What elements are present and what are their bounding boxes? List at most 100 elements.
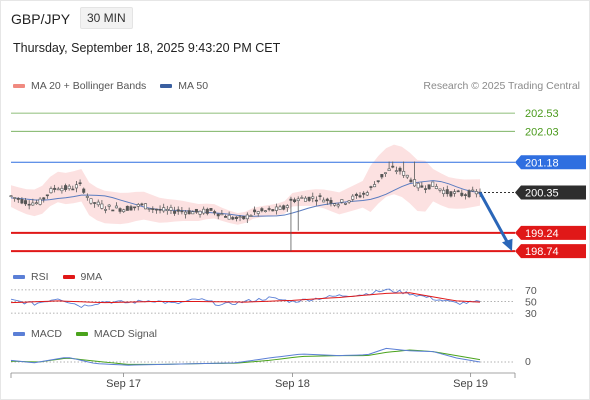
candle-body bbox=[307, 196, 311, 201]
candle-body bbox=[45, 194, 49, 197]
x-tick-label: Sep 18 bbox=[275, 378, 310, 390]
candle-body bbox=[369, 186, 373, 188]
candle-body bbox=[31, 202, 35, 206]
candle-body bbox=[234, 216, 238, 219]
candle-body bbox=[107, 204, 111, 207]
candle-body bbox=[165, 209, 169, 211]
price-legend: MA 20 + Bollinger Bands MA 50 bbox=[13, 80, 222, 92]
forecast-arrow bbox=[478, 191, 510, 245]
candle-body bbox=[205, 208, 209, 214]
level-label: 202.03 bbox=[525, 126, 559, 138]
candle-body bbox=[56, 188, 60, 191]
rsi-ma-line bbox=[10, 292, 481, 304]
candle-body bbox=[176, 209, 180, 212]
candle-body bbox=[34, 202, 38, 205]
candle-body bbox=[431, 181, 435, 187]
level-tag-bg bbox=[515, 185, 586, 200]
candle-body bbox=[314, 199, 318, 202]
candle-body bbox=[383, 172, 387, 174]
candle-body bbox=[89, 198, 93, 204]
macd-line bbox=[10, 347, 481, 366]
candle-body bbox=[285, 205, 289, 208]
candle-body bbox=[114, 205, 118, 209]
candle-body bbox=[194, 208, 198, 213]
candle-body bbox=[227, 214, 231, 220]
candle-body bbox=[427, 184, 431, 190]
candle-body bbox=[453, 191, 457, 194]
level-label: 198.74 bbox=[525, 246, 559, 258]
candle-body bbox=[147, 208, 151, 210]
candle-body bbox=[49, 188, 53, 194]
rsi-ma-legend-label: 9MA bbox=[80, 271, 103, 283]
candle-body bbox=[245, 214, 249, 220]
candle-body bbox=[162, 207, 166, 212]
candle-body bbox=[463, 194, 467, 196]
level-label: 199.24 bbox=[525, 228, 559, 240]
candle-body bbox=[60, 188, 64, 192]
credit-text: Research © 2025 Trading Central bbox=[423, 80, 580, 92]
ma50-legend-label: MA 50 bbox=[178, 80, 209, 92]
candle-body bbox=[434, 186, 438, 189]
candle-body bbox=[336, 204, 340, 207]
level-tag-199-24: 199.24 bbox=[515, 225, 586, 240]
macd-signal-swatch bbox=[75, 332, 88, 336]
candle-body bbox=[354, 193, 358, 196]
candle-body bbox=[180, 210, 184, 213]
level-label: 200.35 bbox=[525, 187, 559, 199]
candle-body bbox=[154, 208, 158, 211]
candle-body bbox=[445, 189, 449, 195]
candle-body bbox=[151, 208, 155, 210]
candle-body bbox=[184, 211, 188, 215]
macd-signal-legend-label: MACD Signal bbox=[93, 328, 157, 340]
candle-body bbox=[173, 210, 177, 214]
candle-body bbox=[118, 208, 122, 212]
candle-body bbox=[256, 211, 260, 214]
candle-body bbox=[467, 190, 471, 198]
candle-body bbox=[405, 174, 409, 178]
timeframe-button[interactable]: 30 MIN bbox=[80, 7, 133, 29]
candle-body bbox=[271, 209, 275, 212]
candle-body bbox=[376, 180, 380, 182]
macd-legend: MACD MACD Signal bbox=[13, 328, 171, 340]
candle-body bbox=[27, 203, 31, 206]
macd-signal-line bbox=[10, 349, 481, 365]
candle-body bbox=[158, 209, 162, 211]
rsi-line bbox=[10, 288, 481, 309]
candle-body bbox=[202, 208, 206, 214]
candle-body bbox=[16, 198, 20, 200]
candle-body bbox=[71, 188, 75, 191]
rsi-level-label: 30 bbox=[525, 308, 537, 320]
candle-body bbox=[358, 195, 362, 198]
level-tag-201-18: 201.18 bbox=[515, 155, 586, 170]
macd-legend-label: MACD bbox=[31, 328, 62, 340]
candle-body bbox=[231, 217, 235, 220]
candle-body bbox=[423, 188, 427, 190]
rsi-ma-swatch bbox=[62, 275, 75, 279]
candle-body bbox=[220, 213, 224, 216]
candle-body bbox=[9, 195, 13, 198]
candle-body bbox=[289, 198, 293, 201]
rsi-legend: RSI 9MA bbox=[13, 271, 116, 283]
ma50-swatch bbox=[160, 84, 173, 88]
candle-body bbox=[460, 192, 464, 196]
level-label: 202.53 bbox=[525, 108, 559, 120]
level-tag-200-35: 200.35 bbox=[515, 185, 586, 200]
candle-body bbox=[111, 209, 115, 212]
candle-body bbox=[474, 191, 478, 195]
macd-zero-label: 0 bbox=[525, 356, 531, 368]
candle-body bbox=[340, 199, 344, 203]
level-tag-bg bbox=[515, 244, 586, 259]
candle-body bbox=[209, 208, 213, 211]
forecast-arrowhead bbox=[502, 238, 513, 252]
macd-swatch bbox=[13, 332, 25, 336]
level-tag-bg bbox=[515, 225, 586, 240]
candle-body bbox=[24, 200, 28, 205]
candle-body bbox=[318, 195, 322, 197]
candle-body bbox=[416, 182, 420, 189]
candle-body bbox=[413, 179, 417, 187]
candle-body bbox=[365, 192, 369, 196]
level-label: 201.18 bbox=[525, 157, 559, 169]
candle-body bbox=[456, 190, 460, 193]
candle-body bbox=[362, 192, 366, 195]
